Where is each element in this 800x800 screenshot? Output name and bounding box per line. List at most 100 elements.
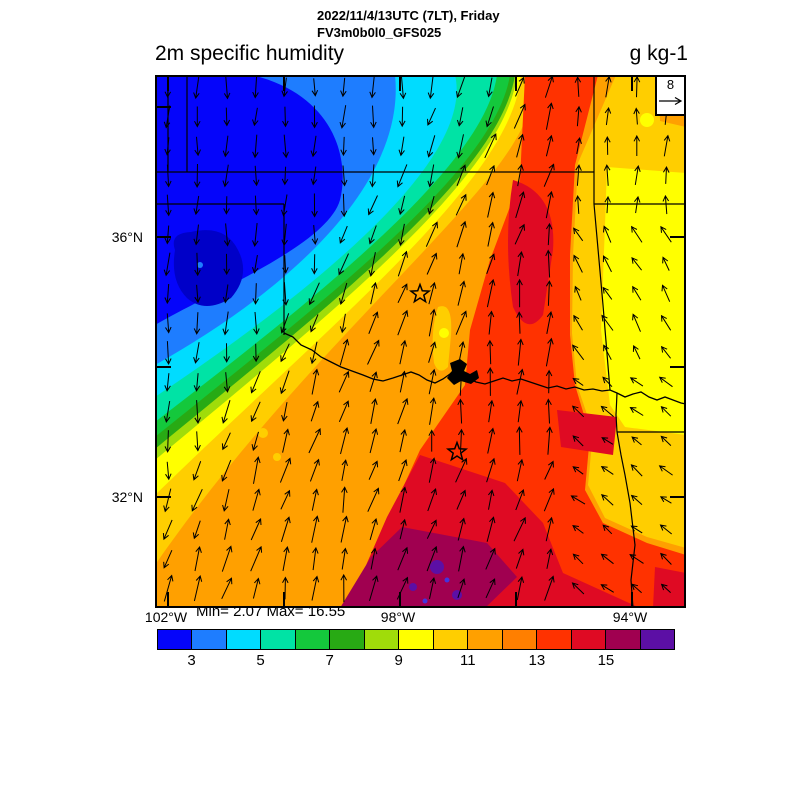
wind-arrow-icon xyxy=(338,253,349,276)
wind-arrow-icon xyxy=(571,582,585,595)
wind-arrow-icon xyxy=(250,545,263,572)
wind-arrow-icon xyxy=(250,371,261,394)
wind-arrow-icon xyxy=(631,256,642,271)
wind-arrow-icon xyxy=(658,376,673,388)
region-east-yellow xyxy=(601,167,686,435)
wind-arrow-icon xyxy=(458,340,466,364)
wind-arrow-icon xyxy=(516,311,523,334)
wind-arrow-icon xyxy=(663,134,671,157)
wind-arrow-icon xyxy=(426,252,438,275)
wind-arrow-icon xyxy=(660,583,671,593)
purple-fleck-3 xyxy=(409,583,417,591)
wind-arrow-icon xyxy=(194,400,201,424)
wind-arrow-icon xyxy=(486,339,494,365)
wind-arrow-icon xyxy=(223,223,231,247)
blue-fleck-1 xyxy=(444,577,450,583)
wind-arrow-icon xyxy=(311,254,318,275)
wind-arrow-icon xyxy=(282,576,289,600)
wind-arrow-icon xyxy=(429,577,437,600)
wind-arrow-icon xyxy=(545,337,554,367)
wind-arrow-icon xyxy=(252,577,261,599)
wind-arrow-icon xyxy=(515,191,526,219)
wind-arrow-icon xyxy=(487,310,495,335)
wind-arrow-icon xyxy=(513,103,526,129)
wind-arrow-icon xyxy=(222,164,229,188)
wind-arrow-icon xyxy=(485,106,494,128)
wind-arrow-icon xyxy=(632,344,641,360)
wind-arrow-icon xyxy=(311,515,320,543)
wind-arrow-icon xyxy=(543,163,555,187)
wind-arrow-icon xyxy=(456,489,467,510)
state-boundary-7 xyxy=(593,203,611,391)
wind-reference-arrow-icon xyxy=(659,96,683,106)
wind-arrow-icon xyxy=(660,435,672,446)
wind-arrow-icon xyxy=(545,249,552,278)
wind-arrow-icon xyxy=(396,576,409,600)
wind-arrow-icon xyxy=(429,397,437,425)
wind-arrow-icon xyxy=(660,225,672,243)
wind-arrow-icon xyxy=(484,133,497,159)
colorbar-cell-5 xyxy=(329,630,364,649)
wind-arrow-icon xyxy=(486,77,493,98)
wind-arrow-icon xyxy=(341,547,348,570)
wind-arrow-icon xyxy=(251,431,259,452)
wind-arrow-icon xyxy=(221,459,232,482)
wind-arrow-icon xyxy=(191,488,203,512)
wind-arrow-icon xyxy=(253,311,260,336)
state-boundary-10 xyxy=(616,431,636,608)
wind-arrow-icon xyxy=(602,286,613,300)
wind-arrow-icon xyxy=(604,136,611,155)
wind-arrow-icon xyxy=(662,166,670,184)
wind-arrow-icon xyxy=(252,195,260,216)
wind-arrow-icon xyxy=(659,524,673,535)
wind-arrow-icon xyxy=(546,311,554,334)
wind-arrow-icon xyxy=(192,520,201,540)
colorbar-cell-7 xyxy=(398,630,433,649)
wind-arrow-icon xyxy=(457,578,466,599)
lon-label: 102°W xyxy=(144,609,188,625)
wind-arrow-icon xyxy=(252,343,260,363)
wind-arrow-icon xyxy=(486,516,496,542)
colorbar-cell-13 xyxy=(605,630,640,649)
wind-arrow-icon xyxy=(397,250,408,277)
wind-arrow-icon xyxy=(545,190,554,219)
gold-dot-west-2 xyxy=(273,453,281,461)
wind-arrow-icon xyxy=(427,75,435,100)
wind-arrow-icon xyxy=(397,283,408,304)
wind-arrow-icon xyxy=(370,137,377,156)
wind-arrow-icon xyxy=(659,496,672,504)
wind-arrow-icon xyxy=(456,76,466,99)
wind-arrow-icon xyxy=(600,584,614,593)
wind-arrow-icon xyxy=(370,105,377,129)
colorbar-cell-8 xyxy=(432,630,468,649)
wind-arrow-icon xyxy=(630,464,643,477)
wind-arrow-icon xyxy=(486,253,496,274)
colorbar-cell-10 xyxy=(501,630,537,649)
colorbar-tick-label: 15 xyxy=(597,652,615,669)
wind-arrow-icon xyxy=(545,398,552,424)
wind-arrow-icon xyxy=(399,75,407,100)
wind-arrow-icon xyxy=(485,547,496,570)
wind-arrow-icon xyxy=(367,339,380,365)
region-blue-dark-core xyxy=(173,230,244,306)
wind-arrow-icon xyxy=(341,459,348,481)
wind-arrow-icon xyxy=(630,525,643,534)
wind-arrow-icon xyxy=(572,553,584,565)
wind-arrow-icon xyxy=(163,105,171,129)
wind-arrow-icon xyxy=(340,193,348,218)
wind-reference-box: 8 xyxy=(655,75,686,116)
wind-arrow-icon xyxy=(311,488,319,511)
colorbar-cell-6 xyxy=(363,630,399,649)
wind-arrow-icon xyxy=(574,195,582,214)
wind-arrow-icon xyxy=(455,310,467,335)
wind-arrow-icon xyxy=(194,136,201,157)
wind-arrow-icon xyxy=(223,343,230,363)
wind-arrow-icon xyxy=(427,164,435,188)
blue-fleck-2 xyxy=(422,598,428,604)
wind-arrow-icon xyxy=(163,549,173,569)
colorbar-tick-label: 7 xyxy=(325,652,334,669)
wind-arrow-icon xyxy=(165,313,172,334)
wind-arrow-icon xyxy=(282,255,289,274)
wind-arrow-icon xyxy=(194,252,201,277)
wind-arrow-icon xyxy=(280,343,290,363)
